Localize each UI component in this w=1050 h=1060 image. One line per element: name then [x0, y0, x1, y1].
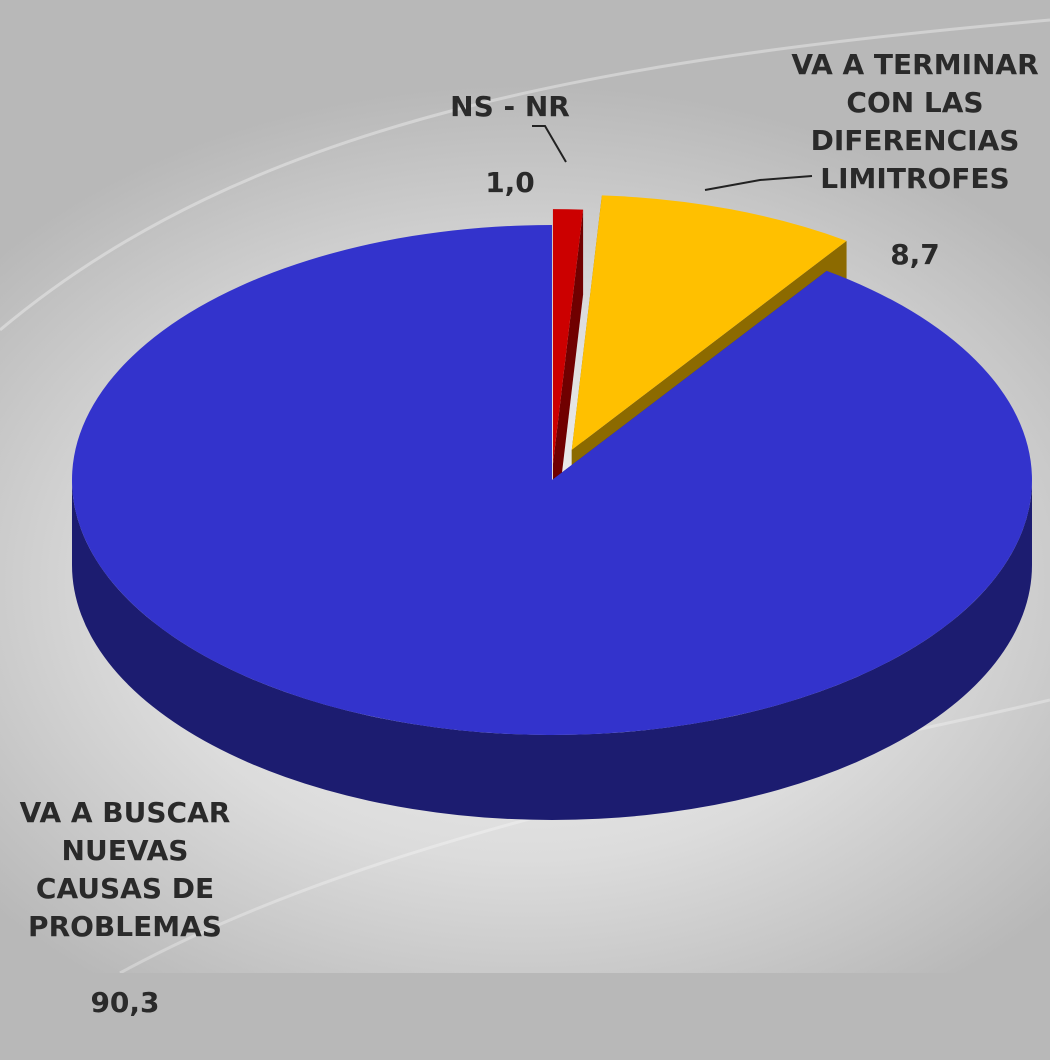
background-swoosh [0, 18, 1050, 332]
category-label: NS - NR [450, 90, 570, 123]
chart [0, 18, 1050, 820]
slice [72, 225, 1033, 736]
value-label: 1,0 [485, 166, 535, 199]
value-label: 8,7 [890, 238, 940, 271]
category-label: VA A BUSCAR NUEVAS CAUSAS DE PROBLEMAS [19, 796, 231, 943]
page: NS - NR 1,0 VA A TERMINAR CON LAS DIFERE… [0, 0, 1050, 1019]
slice [571, 195, 847, 450]
leader-line [704, 175, 813, 191]
value-label: 90,3 [90, 986, 160, 1019]
slice-label: VA A BUSCAR NUEVAS CAUSAS DE PROBLEMAS 9… [0, 756, 250, 1060]
leader-line [532, 125, 567, 163]
pie [72, 195, 1033, 820]
slice-label: VA A TERMINAR CON LAS DIFERENCIAS LIMITR… [780, 8, 1050, 312]
slice-side [552, 209, 584, 550]
slice [552, 209, 584, 465]
slice-label: NS - NR 1,0 [410, 50, 610, 240]
slice-side [72, 480, 1032, 820]
category-label: VA A TERMINAR CON LAS DIFERENCIAS LIMITR… [791, 48, 1039, 195]
